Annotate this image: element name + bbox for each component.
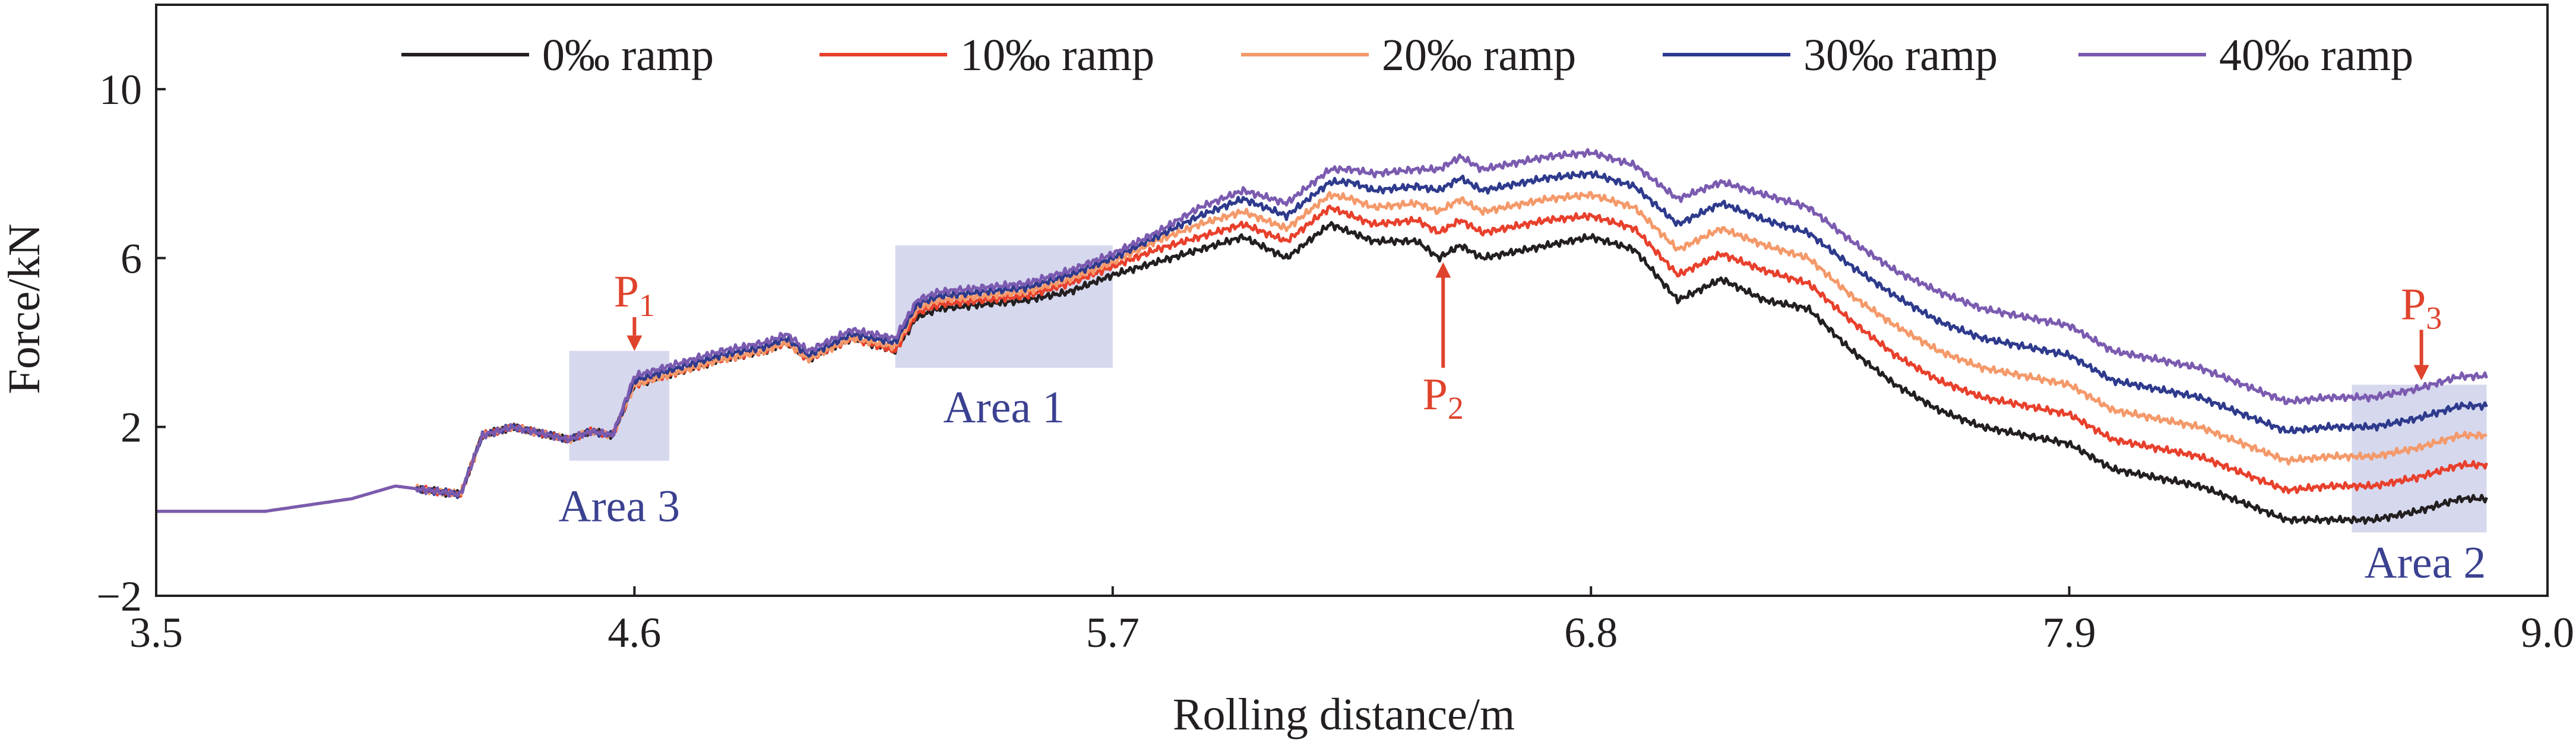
highlight-area-3 (569, 350, 669, 461)
x-axis-title: Rolling distance/m (1173, 690, 1515, 740)
highlight-area-2 (2352, 384, 2487, 533)
legend-label: 0‰ ramp (542, 30, 714, 80)
plot-frame (155, 4, 2549, 597)
y-axis-title: Force/kN (0, 223, 49, 394)
arrow-head (1435, 262, 1451, 278)
y-tick-label: 10 (99, 66, 142, 113)
y-tick-label: 2 (121, 404, 142, 451)
arrow-head (2413, 365, 2429, 381)
x-tick-label: 6.8 (1564, 609, 1618, 656)
area-label: Area 2 (2365, 538, 2486, 587)
arrow-head (626, 335, 643, 351)
x-tick-label: 9.0 (2521, 609, 2574, 656)
x-tick-label: 7.9 (2043, 609, 2096, 656)
x-tick-label: 5.7 (1086, 609, 1140, 656)
area-label: Area 3 (558, 482, 680, 532)
area-label: Area 1 (943, 383, 1065, 432)
legend-label: 20‰ ramp (1382, 30, 1576, 80)
y-tick-label: 6 (121, 235, 142, 282)
legend-label: 40‰ ramp (2219, 30, 2413, 80)
series-line-4 (156, 148, 2488, 513)
x-tick-label: 4.6 (607, 609, 661, 656)
x-tick-label: 3.5 (129, 609, 183, 656)
legend-label: 10‰ ramp (960, 30, 1154, 80)
legend-label: 30‰ ramp (1803, 30, 1998, 80)
y-tick-label: −2 (96, 573, 142, 620)
